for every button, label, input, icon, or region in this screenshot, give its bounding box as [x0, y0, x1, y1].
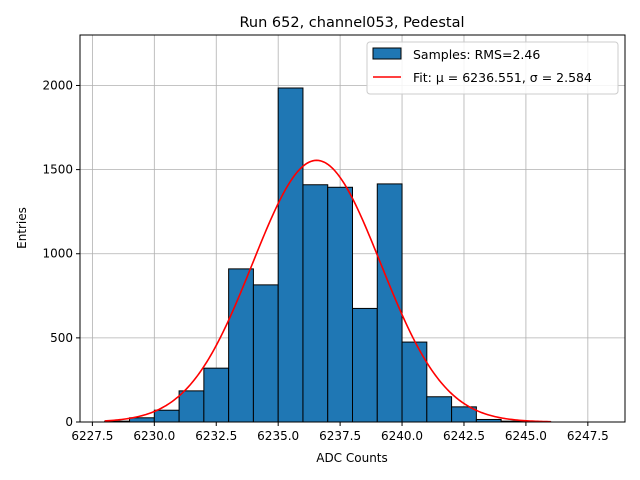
histogram-bar	[327, 186, 353, 423]
histogram-bar	[277, 87, 304, 423]
plot-frame	[79, 34, 626, 423]
y-tick-label: 1500	[42, 163, 73, 177]
histogram-bar	[228, 268, 254, 423]
y-tick-label: 1000	[42, 247, 73, 261]
gaussian-fit-curve	[104, 159, 551, 423]
x-axis-label: ADC Counts	[316, 451, 388, 465]
x-tick-label: 6235.0	[257, 429, 299, 443]
legend: Samples: RMS=2.46 Fit: μ = 6236.551, σ =…	[366, 41, 619, 95]
x-tick-label: 6227.5	[71, 429, 113, 443]
histogram-bar	[153, 409, 180, 423]
y-tick-label: 2000	[42, 78, 73, 92]
histogram-bar	[252, 284, 279, 423]
legend-swatch-samples	[372, 47, 402, 60]
x-tick-label: 6230.0	[133, 429, 175, 443]
chart-title: Run 652, channel053, Pedestal	[239, 15, 464, 31]
x-tick-label: 6247.5	[567, 429, 609, 443]
legend-label-samples: Samples: RMS=2.46	[413, 47, 540, 62]
y-tick-label: 500	[50, 331, 73, 345]
legend-label-fit: Fit: μ = 6236.551, σ = 2.584	[413, 70, 592, 85]
y-tick-label: 0	[65, 415, 73, 429]
x-tick-label: 6240.0	[381, 429, 423, 443]
histogram-bar	[401, 341, 428, 423]
x-tick-label: 6245.0	[505, 429, 547, 443]
x-tick-label: 6232.5	[195, 429, 237, 443]
legend-box	[366, 41, 619, 95]
histogram-bar	[426, 396, 453, 423]
histogram-bar	[376, 183, 403, 423]
histogram-bars	[104, 87, 552, 423]
x-tick-label: 6242.5	[443, 429, 485, 443]
y-axis-label: Entries	[15, 207, 29, 249]
histogram-bar	[178, 390, 205, 423]
histogram-bar	[203, 367, 230, 423]
x-axis-ticks: 6227.5 6230.0 6232.5 6235.0 6237.5 6240.0 6242…	[71, 422, 609, 443]
y-axis-ticks: 0 500 1000 1500 2000	[42, 78, 80, 429]
histogram-bar	[302, 184, 329, 423]
x-tick-label: 6237.5	[319, 429, 361, 443]
histogram-bar	[352, 307, 378, 423]
